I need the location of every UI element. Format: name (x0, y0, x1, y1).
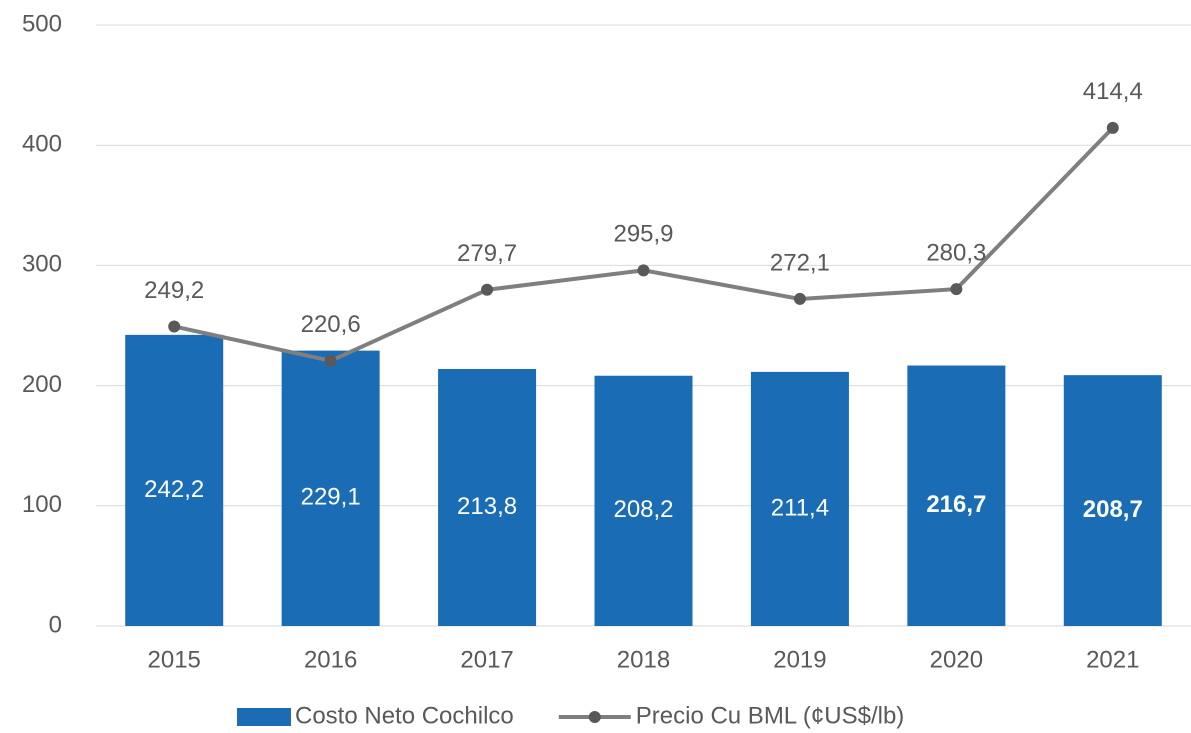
legend-marker (588, 711, 601, 723)
line-label: 272,1 (770, 249, 830, 276)
x-tick-label: 2016 (304, 646, 357, 673)
x-tick-label: 2021 (1086, 646, 1139, 673)
line-marker (481, 283, 494, 296)
bar-label: 213,8 (457, 493, 517, 520)
bar-label: 208,2 (613, 496, 673, 523)
bar-label: 229,1 (301, 484, 361, 511)
bar (125, 334, 224, 626)
line-marker (324, 354, 337, 367)
bar (1063, 375, 1162, 626)
bar (281, 350, 380, 626)
y-tick-label: 400 (22, 131, 62, 158)
line-label: 414,4 (1083, 78, 1143, 105)
line-label: 279,7 (457, 240, 517, 267)
bar (594, 375, 693, 626)
x-tick-label: 2015 (148, 646, 201, 673)
bar-label: 208,7 (1083, 496, 1143, 523)
y-tick-label: 500 (22, 10, 62, 37)
legend-label: Precio Cu BML (¢US$/lb) (636, 702, 905, 729)
bar-label: 216,7 (926, 491, 986, 518)
bar (750, 371, 849, 626)
legend-label: Costo Neto Cochilco (295, 702, 514, 729)
line-marker (637, 264, 650, 277)
y-tick-label: 100 (22, 491, 62, 518)
bar (907, 365, 1006, 626)
bar-label: 211,4 (771, 494, 829, 521)
line-marker (168, 320, 181, 333)
x-tick-label: 2018 (617, 646, 670, 673)
legend-swatch (237, 708, 291, 726)
line-marker (1106, 121, 1119, 134)
line-label: 220,6 (301, 311, 361, 338)
line-label: 295,9 (613, 221, 673, 248)
line-label: 249,2 (144, 277, 204, 304)
bar-label: 242,2 (144, 476, 204, 503)
bar (438, 369, 537, 626)
line-label: 280,3 (926, 239, 986, 266)
x-tick-label: 2020 (930, 646, 983, 673)
line-marker (793, 292, 806, 305)
y-tick-label: 200 (22, 371, 62, 398)
x-tick-label: 2019 (773, 646, 826, 673)
line-marker (950, 283, 963, 296)
x-tick-label: 2017 (460, 646, 513, 673)
y-tick-label: 0 (49, 611, 62, 638)
y-tick-label: 300 (22, 251, 62, 278)
